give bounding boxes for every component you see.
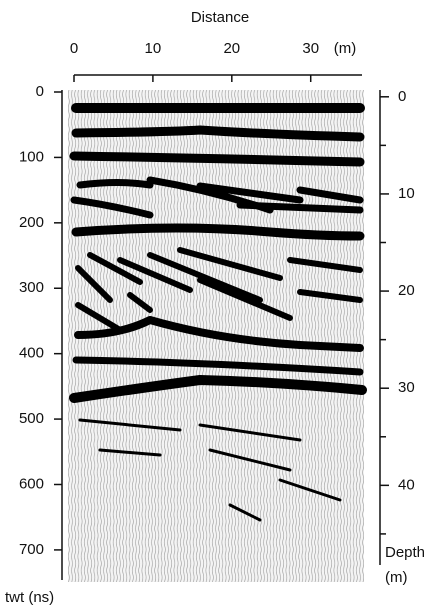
x-tick-label: 20 xyxy=(223,40,240,57)
top-axis-unit: (m) xyxy=(334,40,357,57)
left-axis-title: twt (ns) xyxy=(5,589,54,606)
right-axis-unit: (m) xyxy=(385,569,408,586)
y-tick-label: 600 xyxy=(19,475,44,492)
x-tick-label: 30 xyxy=(302,40,319,57)
y2-tick-label: 40 xyxy=(398,476,415,493)
y2-tick-label: 30 xyxy=(398,379,415,396)
radargram xyxy=(68,90,367,582)
y-tick-label: 300 xyxy=(19,279,44,296)
x-tick-label: 10 xyxy=(145,40,162,57)
y-tick-label: 0 xyxy=(36,83,44,100)
y-tick-label: 700 xyxy=(19,541,44,558)
y-tick-label: 200 xyxy=(19,214,44,231)
x-tick-label: 0 xyxy=(70,40,78,57)
y2-tick-label: 0 xyxy=(398,88,406,105)
y-tick-label: 400 xyxy=(19,345,44,362)
right-axis-title: Depth xyxy=(385,544,425,561)
top-axis-title: Distance xyxy=(191,9,249,26)
y2-tick-label: 20 xyxy=(398,282,415,299)
y-tick-label: 100 xyxy=(19,148,44,165)
y2-tick-label: 10 xyxy=(398,185,415,202)
y-tick-label: 500 xyxy=(19,410,44,427)
